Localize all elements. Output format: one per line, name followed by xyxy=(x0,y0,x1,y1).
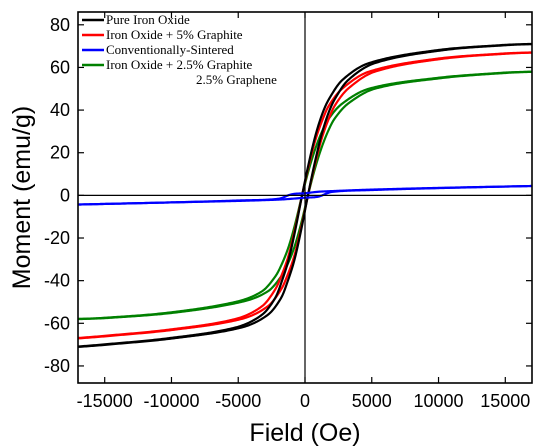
legend-label: Pure Iron Oxide xyxy=(106,12,190,27)
y-tick-label: -40 xyxy=(44,271,70,291)
legend-label: 2.5% Graphene xyxy=(196,72,277,87)
y-tick-label: -20 xyxy=(44,228,70,248)
legend-label: Iron Oxide + 2.5% Graphite xyxy=(106,57,253,72)
x-tick-label: 5000 xyxy=(352,391,392,411)
y-tick-label: -80 xyxy=(44,356,70,376)
y-tick-label: 20 xyxy=(50,143,70,163)
y-tick-label: 80 xyxy=(50,15,70,35)
x-axis-title: Field (Oe) xyxy=(249,419,360,447)
x-tick-label: -15000 xyxy=(77,391,133,411)
y-tick-label: 60 xyxy=(50,57,70,77)
x-tick-label: 15000 xyxy=(480,391,530,411)
x-tick-label: 0 xyxy=(300,391,310,411)
y-tick-label: 40 xyxy=(50,100,70,120)
legend-label: Iron Oxide + 5% Graphite xyxy=(106,27,243,42)
x-tick-label: -10000 xyxy=(143,391,199,411)
y-axis-title: Moment (emu/g) xyxy=(8,106,36,289)
zero-lines xyxy=(78,12,532,383)
x-tick-label: -5000 xyxy=(215,391,261,411)
legend-label: Conventionally-Sintered xyxy=(106,42,234,57)
ticks-layer: -15000 -10000 -5000 0 5000 10000 15000 -80 -60 -4… xyxy=(44,12,532,411)
plot-frame xyxy=(77,11,533,384)
y-tick-label: 0 xyxy=(60,185,70,205)
x-tick-label: 10000 xyxy=(413,391,463,411)
y-tick-label: -60 xyxy=(44,313,70,333)
